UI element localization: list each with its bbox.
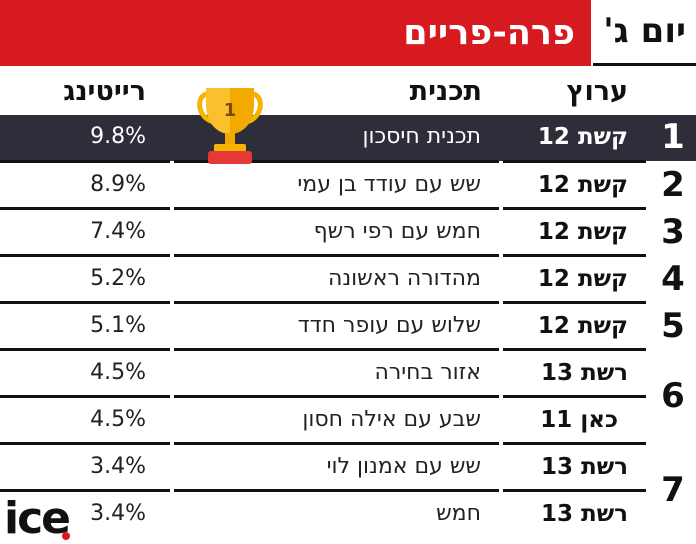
program-cell: שלוש עם עופר חדד	[297, 313, 481, 338]
table-row-highlight	[0, 115, 696, 161]
column-header-rating: רייטינג	[63, 76, 146, 107]
page-title: פרה-פריים	[403, 13, 575, 53]
trophy-icon: 1	[197, 88, 263, 164]
column-header-channel: ערוץ	[566, 76, 628, 107]
row-divider	[503, 207, 646, 210]
program-cell: חמש	[436, 501, 481, 526]
row-divider	[174, 301, 499, 304]
channel-cell: כאן 11	[540, 407, 618, 433]
row-divider	[503, 489, 646, 492]
rating-cell: 9.8%	[90, 124, 146, 149]
rank-number: 3	[661, 212, 685, 252]
program-cell: שש עם עודד בן עמי	[297, 172, 481, 197]
rank-number: 2	[661, 165, 685, 205]
channel-cell: רשת 13	[540, 454, 628, 480]
rating-cell: 8.9%	[90, 172, 146, 197]
rating-cell: 5.1%	[90, 313, 146, 338]
logo-dot	[62, 532, 70, 540]
row-divider	[503, 442, 646, 445]
row-divider	[0, 254, 170, 257]
row-divider	[174, 489, 499, 492]
row-divider	[503, 160, 646, 163]
row-divider	[174, 207, 499, 210]
row-divider	[0, 348, 170, 351]
channel-cell: קשת 12	[537, 313, 628, 339]
rank-number: 7	[661, 470, 685, 510]
channel-cell: רשת 13	[540, 360, 628, 386]
row-divider	[174, 254, 499, 257]
row-divider	[174, 395, 499, 398]
row-divider	[0, 395, 170, 398]
row-divider	[0, 207, 170, 210]
day-box: יום ג'	[593, 0, 696, 66]
row-divider	[0, 489, 170, 492]
rating-cell: 4.5%	[90, 360, 146, 385]
ice-logo: ice	[4, 493, 71, 544]
channel-cell: קשת 12	[537, 172, 628, 198]
row-divider	[0, 442, 170, 445]
column-header-program: תכנית	[409, 76, 482, 107]
rating-cell: 7.4%	[90, 219, 146, 244]
rank-number: 5	[661, 306, 685, 346]
channel-cell: קשת 12	[537, 266, 628, 292]
program-cell: אזור בחירה	[374, 360, 481, 385]
row-divider	[503, 395, 646, 398]
program-cell: שש עם אמנון לוי	[326, 454, 481, 479]
row-divider	[503, 254, 646, 257]
rating-cell: 4.5%	[90, 407, 146, 432]
row-divider	[0, 301, 170, 304]
program-cell: תכנית חיסכון	[362, 124, 481, 149]
program-cell: חמש עם רפי רשף	[313, 219, 481, 244]
program-cell: מהדורה ראשונה	[328, 266, 481, 291]
row-divider	[503, 348, 646, 351]
rank-number: 4	[661, 259, 685, 299]
rating-cell: 3.4%	[90, 454, 146, 479]
trophy-number: 1	[224, 100, 237, 121]
channel-cell: קשת 12	[537, 124, 628, 150]
row-divider	[174, 442, 499, 445]
channel-cell: קשת 12	[537, 219, 628, 245]
row-divider	[174, 348, 499, 351]
header-banner	[0, 0, 591, 66]
day-label: יום ג'	[603, 11, 686, 51]
rating-cell: 5.2%	[90, 266, 146, 291]
channel-cell: רשת 13	[540, 501, 628, 527]
program-cell: שבע עם אילה חסון	[302, 407, 481, 432]
rank-number: 6	[661, 376, 685, 416]
rating-cell: 3.4%	[90, 501, 146, 526]
row-divider	[503, 301, 646, 304]
row-divider	[0, 160, 170, 163]
row-divider	[174, 160, 499, 163]
rank-number: 1	[661, 117, 685, 157]
